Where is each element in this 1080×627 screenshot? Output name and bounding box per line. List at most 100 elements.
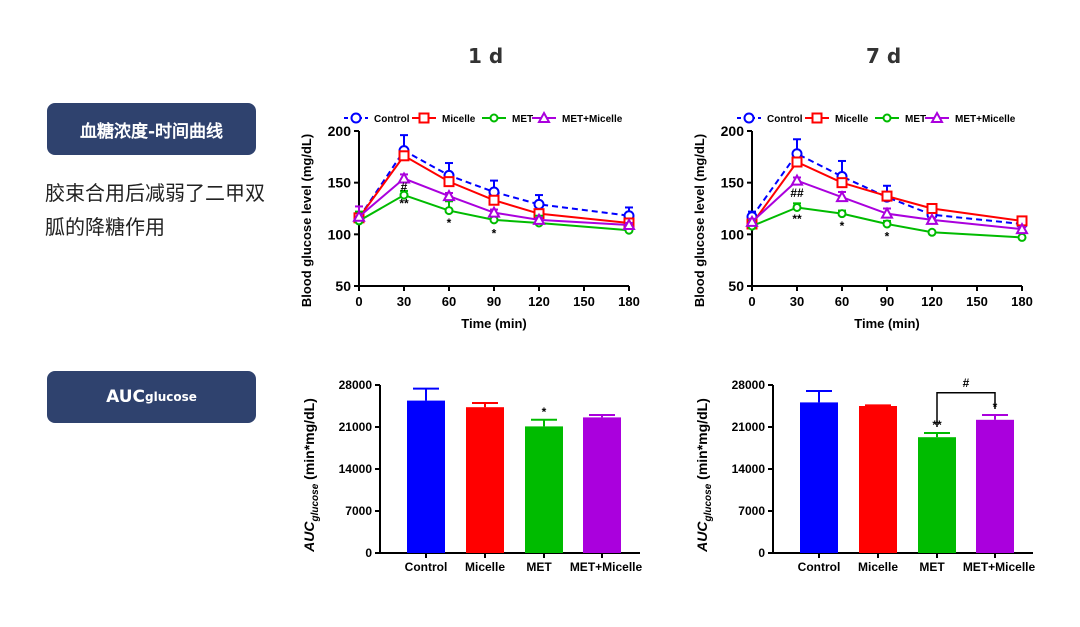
line-chart-7d: 50 100 150 200 0 30 60 90 120 150 180 Time (min) Blo… <box>692 110 1033 331</box>
period-title-7d: 7 d <box>866 44 902 68</box>
bar-chart-7d: 0 7000 14000 21000 28000 AUCglucose (min*mg/d… <box>694 376 1036 574</box>
x-tick-label: 60 <box>442 294 456 309</box>
legend-label: Micelle <box>835 114 869 125</box>
data-point-triangle <box>835 190 849 203</box>
legend-marker-circle <box>743 112 755 124</box>
legend-marker-square <box>418 112 430 124</box>
series-line-control <box>751 152 1023 225</box>
data-point-triangle <box>790 173 804 186</box>
y-tick-label: 150 <box>328 175 352 191</box>
data-point-square <box>926 203 938 214</box>
series-line-met-micelle <box>358 177 630 227</box>
x-tick-label: 0 <box>748 294 755 309</box>
x-axis-label: Time (min) <box>461 316 527 331</box>
data-point-diamond <box>792 202 802 212</box>
legend-marker-triangle <box>930 110 944 123</box>
data-point-triangle <box>532 212 546 225</box>
data-point-diamond <box>837 209 847 219</box>
label-auc-glucose: AUC glucose <box>47 371 256 423</box>
significance-mark: ** <box>399 196 409 210</box>
legend-label: MET <box>512 114 533 125</box>
bracket-label: # <box>963 376 970 390</box>
significance-mark: ## <box>790 186 804 200</box>
significance-mark: * <box>840 219 845 233</box>
y-axis-label: Blood glucose level (mg/dL) <box>692 134 707 307</box>
legend-marker-diamond <box>489 113 499 123</box>
data-point-square <box>398 150 410 162</box>
y-tick-label: 200 <box>328 123 352 139</box>
data-point-triangle <box>745 214 759 227</box>
x-tick-label: MET+Micelle <box>570 560 643 574</box>
bar-met-micelle <box>976 419 1014 553</box>
y-tick-label: 100 <box>328 226 352 242</box>
bar-micelle <box>466 407 504 553</box>
legend-label: Micelle <box>442 114 476 125</box>
x-tick-label: 150 <box>573 294 595 309</box>
bar-control <box>407 400 445 553</box>
y-tick-label: 28000 <box>732 378 766 392</box>
x-tick-label: 120 <box>921 294 943 309</box>
series-line-control <box>358 149 630 219</box>
data-point-triangle <box>880 206 894 219</box>
legend-label: MET+Micelle <box>955 114 1016 125</box>
bar-met <box>525 426 563 553</box>
y-tick-label: 7000 <box>345 504 372 518</box>
x-tick-label: 150 <box>966 294 988 309</box>
series-line-micelle <box>751 160 1023 225</box>
bar-met-micelle <box>583 417 621 553</box>
y-tick-label: 200 <box>721 123 745 139</box>
series-line-micelle <box>358 154 630 224</box>
legend-label: Control <box>374 114 410 125</box>
legend-marker-square <box>811 112 823 124</box>
significance-mark: * <box>447 216 452 230</box>
y-axis-label: AUCglucose (min*mg/dL) <box>301 398 321 553</box>
y-tick-label: 50 <box>335 278 351 294</box>
data-point-square <box>791 156 803 168</box>
data-point-triangle <box>487 205 501 218</box>
legend-label: MET <box>905 114 926 125</box>
x-tick-label: 180 <box>1011 294 1033 309</box>
description-text: 胶束合用后减弱了二甲双胍的降糖作用 <box>45 181 265 239</box>
data-point-triangle <box>442 189 456 202</box>
y-tick-label: 0 <box>758 546 765 560</box>
x-tick-label: 30 <box>397 294 411 309</box>
legend-marker-circle <box>350 112 362 124</box>
data-point-square <box>443 176 455 188</box>
bar-met <box>918 437 956 553</box>
data-point-triangle <box>397 171 411 184</box>
x-tick-label: Micelle <box>858 560 898 574</box>
x-tick-label: MET+Micelle <box>963 560 1036 574</box>
period-title-1d: 1 d <box>468 44 504 68</box>
bar-chart-1d: 0 7000 14000 21000 28000 AUCglucose (min*mg/d… <box>301 378 643 574</box>
y-tick-label: 50 <box>728 278 744 294</box>
legend-marker-diamond <box>882 113 892 123</box>
series-line-met-micelle <box>751 179 1023 231</box>
data-point-diamond <box>399 190 409 200</box>
y-tick-label: 14000 <box>732 462 766 476</box>
x-tick-label: MET <box>526 560 552 574</box>
data-point-square <box>836 177 848 189</box>
data-point-triangle <box>1015 222 1029 235</box>
y-axis-label: AUCglucose (min*mg/dL) <box>694 398 714 553</box>
label-text: 血糖浓度-时间曲线 <box>79 121 224 142</box>
y-tick-label: 28000 <box>339 378 373 392</box>
label-main: AUC <box>106 387 146 407</box>
y-tick-label: 7000 <box>738 504 765 518</box>
y-tick-label: 0 <box>365 546 372 560</box>
series-line-met <box>358 193 630 232</box>
legend-label: MET+Micelle <box>562 114 623 125</box>
bar-micelle <box>859 406 897 553</box>
x-tick-label: 30 <box>790 294 804 309</box>
x-axis-label: Time (min) <box>854 316 920 331</box>
y-tick-label: 21000 <box>732 420 766 434</box>
legend-marker-triangle <box>537 110 551 123</box>
x-tick-label: 90 <box>487 294 501 309</box>
bar-control <box>800 402 838 553</box>
x-tick-label: Control <box>405 560 448 574</box>
data-point-circle <box>533 198 545 210</box>
x-tick-label: MET <box>919 560 945 574</box>
x-tick-label: 60 <box>835 294 849 309</box>
data-point-triangle <box>622 217 636 231</box>
data-point-diamond <box>882 219 892 229</box>
data-point-square <box>488 194 500 206</box>
